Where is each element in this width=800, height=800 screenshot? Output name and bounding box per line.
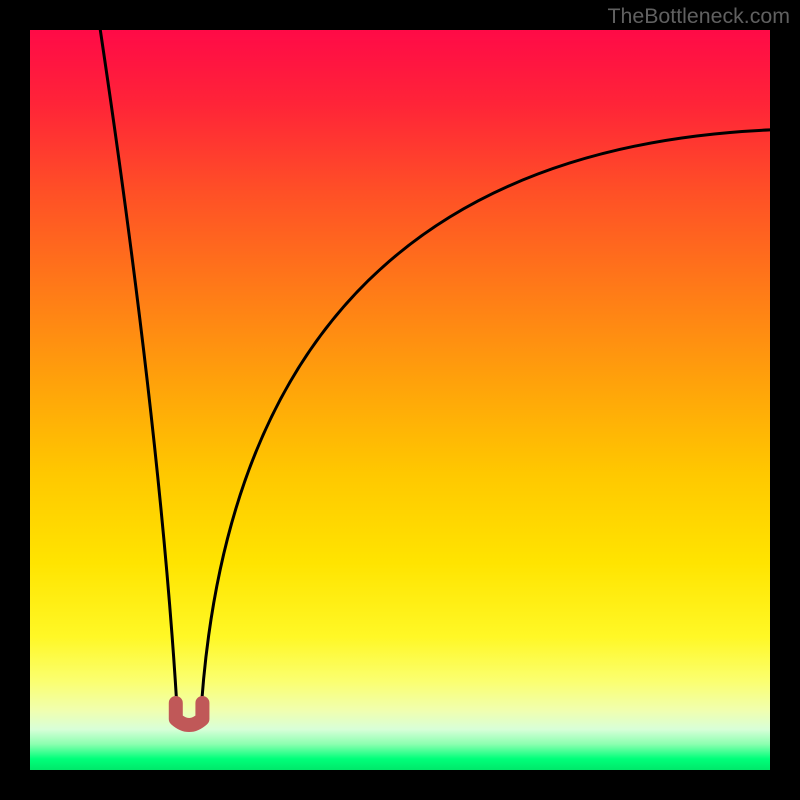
watermark-label: TheBottleneck.com: [607, 4, 790, 29]
bottleneck-chart: [0, 0, 800, 800]
chart-container: TheBottleneck.com: [0, 0, 800, 800]
